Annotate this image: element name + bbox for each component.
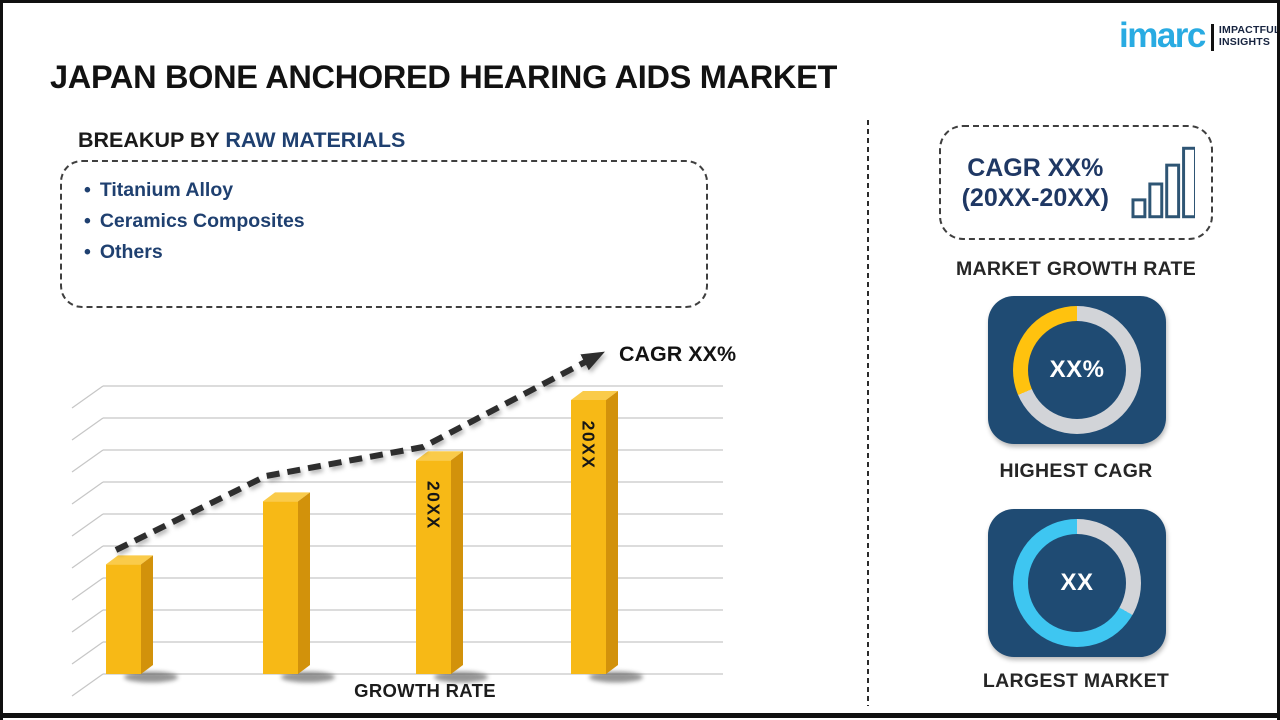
breakup-heading: BREAKUP BY RAW MATERIALS: [78, 128, 405, 153]
breakup-heading-prefix: BREAKUP BY: [78, 128, 226, 152]
highest-cagr-card: XX%: [988, 296, 1166, 444]
page-title: JAPAN BONE ANCHORED HEARING AIDS MARKET: [50, 59, 837, 95]
donut-hole: [1028, 534, 1126, 632]
breakup-materials-box: Titanium Alloy Ceramics Composites Other…: [60, 160, 708, 308]
chart-cagr-label: CAGR XX%: [619, 342, 737, 366]
imarc-logo: imarc IMPACTFUL INSIGHTS: [1119, 16, 1280, 56]
logo-separator: [1210, 24, 1214, 51]
largest-market-donut: XX: [1013, 519, 1141, 647]
market-growth-rate-box: CAGR XX% (20XX-20XX): [939, 125, 1213, 240]
highest-cagr-label: HIGHEST CAGR: [999, 460, 1153, 482]
highest-cagr-value: XX%: [1049, 356, 1105, 383]
section-divider: [867, 120, 869, 706]
market-growth-rate-label: MARKET GROWTH RATE: [955, 258, 1197, 280]
logo-tagline-line1: IMPACTFUL: [1218, 24, 1280, 36]
largest-market-card: XX: [988, 509, 1166, 657]
donut-hole: [1028, 321, 1126, 419]
breakup-heading-highlight: RAW MATERIALS: [225, 128, 406, 152]
cagr-value-text: CAGR XX% (20XX-20XX): [941, 153, 1130, 213]
growth-bars-icon: [1131, 146, 1195, 218]
material-item: Ceramics Composites: [84, 206, 706, 237]
material-item: Others: [84, 237, 706, 268]
svg-text:20XX: 20XX: [579, 421, 599, 470]
largest-market-value: XX: [1060, 569, 1094, 596]
materials-list: Titanium Alloy Ceramics Composites Other…: [62, 175, 706, 268]
logo-tagline-line2: INSIGHTS: [1218, 35, 1271, 48]
imarc-brand-text: imarc: [1119, 16, 1206, 55]
highest-cagr-donut: XX%: [1013, 306, 1141, 434]
bottom-border-bar: [3, 713, 1277, 718]
logo-tagline: IMPACTFUL INSIGHTS: [1218, 16, 1280, 48]
svg-text:20XX: 20XX: [424, 481, 444, 530]
growth-bar-chart: 20XX 20XX: [71, 351, 723, 697]
chart-x-axis-label: GROWTH RATE: [354, 680, 496, 701]
cagr-line2: (20XX-20XX): [961, 183, 1109, 212]
material-item: Titanium Alloy: [84, 175, 706, 206]
cagr-line1: CAGR XX%: [967, 153, 1104, 182]
largest-market-label: LARGEST MARKET: [982, 670, 1170, 692]
